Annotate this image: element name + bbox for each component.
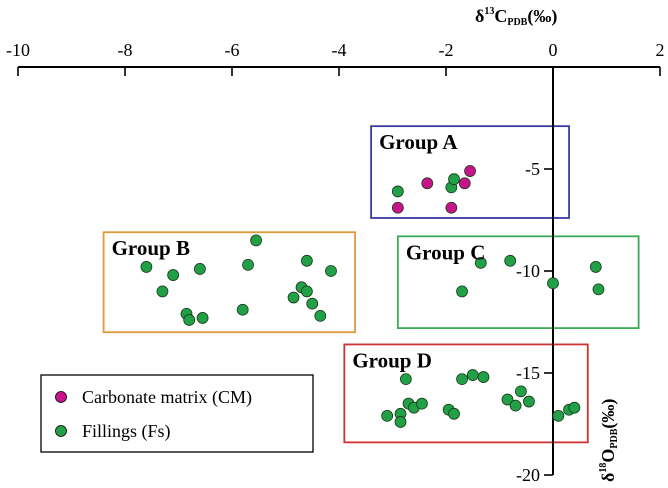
fs-point (509, 399, 522, 412)
fs-point (193, 263, 206, 275)
fs-point (568, 401, 581, 414)
fs-point (300, 254, 313, 267)
fs-point (306, 297, 319, 310)
fs-point (416, 397, 428, 410)
fs-point (448, 173, 460, 186)
fs-point (394, 416, 407, 428)
y-tick-label: -5 (525, 159, 540, 179)
data-points (140, 165, 605, 428)
fs-point (140, 261, 153, 273)
fs-point (552, 409, 565, 422)
x-tick-label: -10 (6, 40, 30, 60)
fs-point (236, 303, 249, 316)
group-d-frame (343, 343, 589, 444)
fs-point (477, 371, 490, 383)
group-c-label: Group C (406, 240, 486, 264)
fs-point (156, 285, 169, 298)
y-tick-label: -10 (516, 261, 540, 281)
legend-label-fs: Fillings (Fs) (82, 421, 171, 442)
axis-ticks: -10 -8 -6 -4 -2 0 2-5-10-15-20 (6, 40, 665, 485)
fs-point (547, 277, 559, 290)
y-axis-title: δ18OPDB(‰) (598, 399, 620, 482)
fs-point (250, 234, 262, 247)
fs-point (515, 385, 527, 398)
fs-point (589, 261, 602, 273)
y-tick-label: -20 (516, 465, 540, 485)
fs-point (314, 309, 327, 322)
legend: Carbonate matrix (CM) Fillings (Fs) (40, 374, 314, 453)
fs-point (242, 258, 254, 271)
legend-box (40, 374, 314, 453)
x-tick-label: 0 (549, 40, 558, 60)
x-tick-label: -8 (118, 40, 133, 60)
x-tick-label: -4 (332, 40, 347, 60)
group-frames (102, 125, 640, 444)
legend-label-cm: Carbonate matrix (CM) (82, 387, 252, 408)
group-a-label: Group A (379, 130, 458, 154)
legend-marker-fs (55, 425, 67, 437)
legend-marker-cm (55, 391, 67, 403)
group-b-label: Group B (112, 236, 190, 260)
fs-point (448, 407, 460, 420)
cm-point (391, 201, 404, 214)
group-a-frame (370, 125, 570, 219)
fs-point (474, 256, 487, 269)
fs-point (300, 285, 313, 298)
fs-point (592, 283, 605, 296)
fs-point (456, 373, 468, 386)
fs-point (183, 314, 196, 326)
fs-point (287, 291, 300, 304)
fs-point (325, 265, 337, 277)
cm-point (421, 177, 434, 190)
x-axis-title: δ13CPDB(‰) (475, 6, 557, 28)
fs-point (196, 312, 209, 324)
fs-point (466, 369, 479, 381)
group-b-frame (102, 231, 356, 334)
group-c-frame (396, 235, 640, 330)
x-tick-label: -2 (439, 40, 454, 60)
cm-point (464, 165, 476, 177)
fs-point (399, 373, 412, 386)
fs-point (504, 254, 517, 267)
group-d-label: Group D (352, 348, 432, 372)
x-tick-label: -6 (225, 40, 240, 60)
cm-point (458, 177, 471, 190)
fs-point (167, 269, 180, 281)
fs-point (501, 393, 514, 406)
fs-point (523, 395, 535, 408)
cm-point (445, 201, 458, 214)
y-tick-label: -15 (516, 363, 540, 383)
x-tick-label: 2 (656, 40, 665, 60)
fs-point (391, 185, 404, 198)
fs-point (456, 285, 468, 298)
fs-point (381, 409, 394, 422)
group-labels: Group A Group B Group C Group D (112, 130, 486, 372)
